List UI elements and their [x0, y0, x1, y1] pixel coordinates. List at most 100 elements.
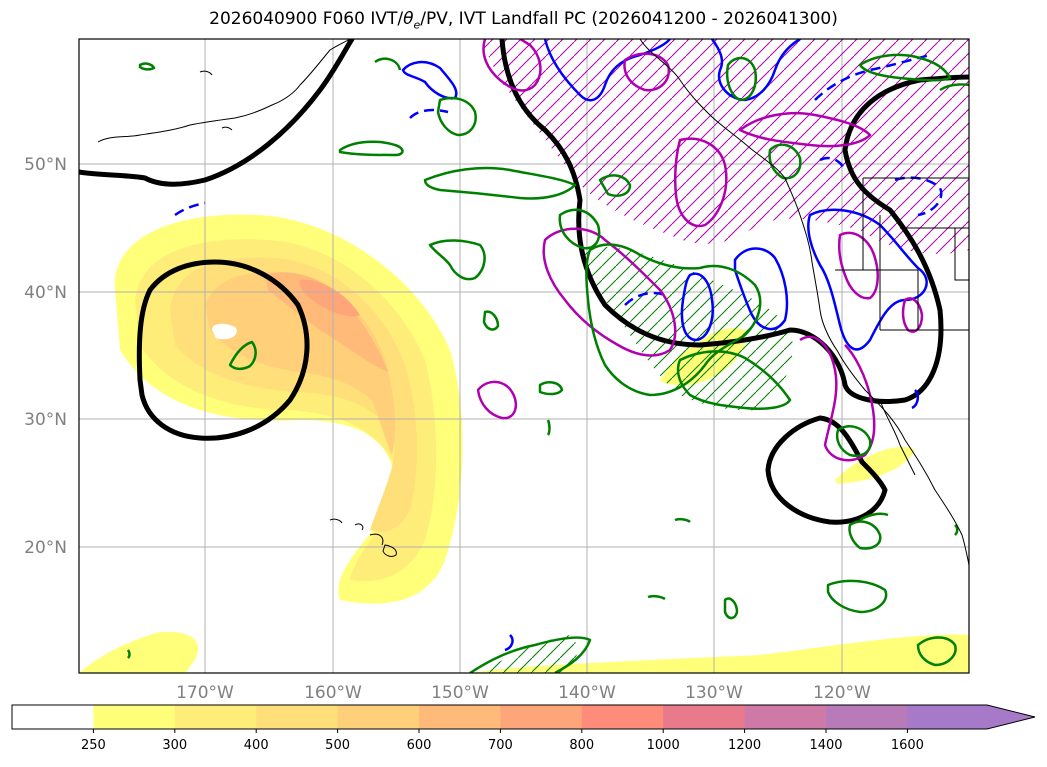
colorbar-tick-label: 300: [162, 738, 187, 753]
colorbar-tick-label: 600: [407, 738, 432, 753]
border-states: [835, 178, 969, 330]
title-theta-sub: e: [413, 18, 421, 32]
theta-contour-7: [504, 634, 514, 652]
landfall-contour-6: [799, 335, 876, 462]
pc-contour-18: [228, 340, 257, 371]
theta-dashed-1: [814, 53, 931, 101]
colorbar-tick-label: 500: [325, 738, 350, 753]
pv-contour-north: [79, 39, 355, 187]
pc-contour-12: [848, 520, 882, 550]
pc-contour-4: [482, 310, 500, 331]
colorbar-segment: [256, 705, 339, 729]
pc-contour-11: [835, 425, 872, 457]
map-frame: [78, 38, 970, 674]
ivt-filled-contours: [79, 214, 969, 673]
coastlines: [97, 39, 969, 566]
pc-contour-14: [723, 597, 739, 620]
colorbar-outline: [11, 704, 1036, 730]
coastline-alaska: [97, 39, 351, 143]
theta-contour-1: [543, 39, 671, 102]
pc-contour-27: [859, 512, 889, 522]
pc-contour-19: [138, 62, 156, 71]
colorbar-tick-label: 1000: [647, 738, 680, 753]
coastline-aleutians: [199, 70, 233, 131]
colorbar-segment: [581, 705, 664, 729]
colorbar-labels: 250 300 400 500 600 700 800 1000 1200 1400 1600: [81, 738, 924, 753]
pc-contour-21: [647, 594, 666, 601]
colorbar-segment: [744, 705, 827, 729]
landfall-contour-1: [482, 39, 542, 92]
pv-contours: [79, 39, 969, 525]
landfall-contour-3: [673, 137, 728, 228]
colorbar-segment: [419, 705, 501, 729]
lat-label-20: 20°N: [24, 538, 67, 558]
pc-contour-16: [538, 381, 564, 396]
colorbar-segment: [337, 705, 420, 729]
pc-contour-5: [423, 166, 577, 200]
colorbar-tick-label: 1400: [809, 738, 842, 753]
theta-dashed-5: [174, 201, 206, 217]
landfall-contours: [476, 39, 924, 462]
colorbar-segment: [907, 705, 990, 729]
landfall-hatch: [480, 39, 969, 673]
colorbar-segment: [826, 705, 908, 729]
pc-contour-29: [954, 524, 959, 536]
pc-contour-1: [374, 57, 402, 71]
landfall-contour-7: [837, 231, 879, 300]
lon-label-150: 150°W: [431, 683, 489, 703]
figure-title: 2026040900 F060 IVT/θe/PV, IVT Landfall …: [0, 9, 1047, 31]
title-theta: θ: [403, 9, 414, 29]
hatch-region-north: [480, 39, 969, 254]
colorbar-segment: [500, 705, 583, 729]
colorbar-extend-arrow: [987, 705, 1035, 729]
lon-label-160: 160°W: [304, 683, 362, 703]
pc-contour-25: [768, 143, 802, 180]
pc-contour-3: [428, 239, 486, 281]
ivt-fill-600: [265, 272, 388, 372]
lon-label-170: 170°W: [176, 683, 234, 703]
theta-dashed-6: [819, 156, 847, 171]
title-suffix: /PV, IVT Landfall PC (2026041200 - 20260…: [420, 9, 838, 29]
colorbar-segment: [12, 705, 94, 729]
ivt-fill-700: [299, 279, 360, 317]
pc-contour-24: [858, 53, 952, 82]
colorbar-segment: [93, 705, 176, 729]
pc-contour-2: [338, 140, 404, 157]
colorbar-segments: [12, 705, 990, 729]
ivt-fill-coast-b: [835, 446, 915, 484]
colorbar-segment: [174, 705, 257, 729]
pc-contour-10: [598, 174, 632, 197]
lon-label-140: 140°W: [558, 683, 616, 703]
lat-label-30: 30°N: [24, 410, 67, 430]
lat-label-50: 50°N: [24, 155, 67, 175]
pc-contour-20: [674, 517, 691, 524]
lon-label-130: 130°W: [685, 683, 743, 703]
landfall-contour-9: [623, 52, 671, 92]
pv-contour-trough: [499, 39, 969, 404]
colorbar-tick-label: 1600: [891, 738, 924, 753]
title-prefix: 2026040900 F060 IVT/: [209, 9, 404, 29]
landfall-contour-4: [738, 111, 872, 148]
pc-contour-28: [126, 649, 131, 659]
coastline-baja: [879, 399, 916, 476]
coastline-islands: [329, 518, 397, 557]
colorbar-tick-label: 700: [488, 738, 513, 753]
colorbar-tick-label: 1200: [728, 738, 761, 753]
theta-contour-3: [401, 60, 458, 100]
pc-contour-8: [676, 350, 792, 410]
lon-label-120: 120°W: [813, 683, 871, 703]
colorbar-tick-label: 250: [81, 738, 106, 753]
theta-contour-6: [680, 272, 714, 342]
theta-contour-8: [911, 389, 920, 410]
ivt-fill-south-band: [470, 634, 969, 673]
colorbar-tick-label: 400: [244, 738, 269, 753]
colorbar-segment: [663, 705, 746, 729]
pv-contour-cyclone: [136, 259, 310, 441]
theta-dashed-4: [624, 291, 666, 306]
colorbar-ticks: [92, 729, 908, 733]
pc-contour-23: [725, 56, 757, 102]
map-area: [79, 39, 969, 673]
theta-contour-5: [733, 247, 789, 331]
pc-contour-9: [558, 208, 601, 250]
